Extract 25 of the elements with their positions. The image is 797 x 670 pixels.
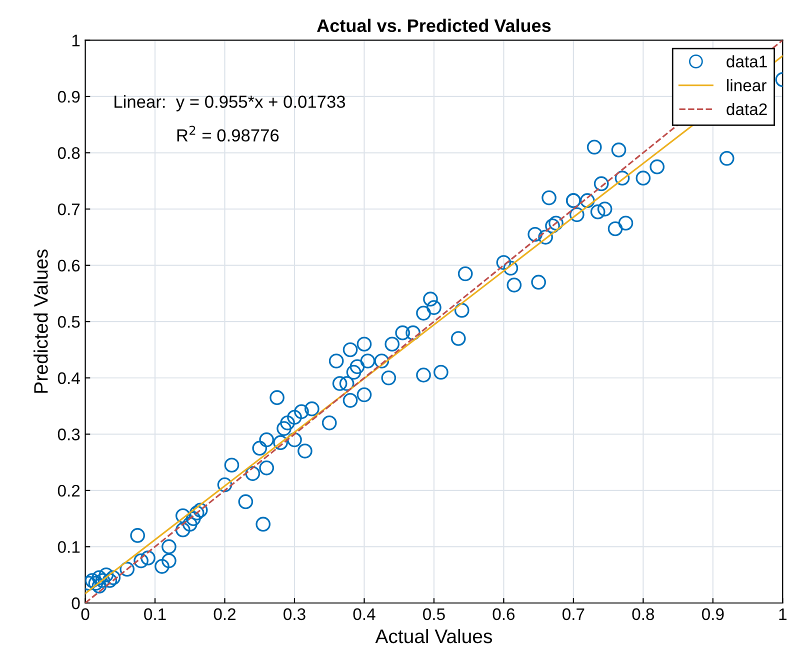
x-tick-label: 0.5 — [423, 608, 445, 620]
x-tick-label: 0 — [81, 608, 90, 620]
y-tick-label: 0.9 — [58, 90, 80, 103]
x-tick-label: 0.9 — [702, 608, 724, 620]
y-tick-label: 0.8 — [58, 147, 80, 159]
y-tick-label: 1 — [72, 34, 80, 46]
x-tick-label: 0.2 — [214, 608, 236, 620]
y-tick-label: 0.4 — [58, 372, 80, 384]
y-tick-label: 0.6 — [58, 260, 80, 272]
x-tick-label: 0.3 — [284, 608, 306, 620]
chart-title: Actual vs. Predicted Values — [317, 18, 551, 32]
x-tick-label: 0.8 — [632, 608, 654, 620]
x-tick-label: 1 — [779, 608, 786, 620]
x-axis-title: Actual Values — [375, 628, 492, 644]
y-tick-label: 0.3 — [58, 428, 80, 440]
x-tick-label: 0.4 — [353, 608, 376, 620]
y-tick-label: 0.2 — [58, 484, 80, 497]
y-tick-label: 0 — [72, 597, 80, 610]
x-tick-label: 0.1 — [144, 608, 166, 620]
y-tick-label: 0.5 — [58, 316, 80, 328]
x-tick-label: 0.7 — [562, 608, 584, 620]
y-tick-label: 0.7 — [58, 203, 80, 216]
y-axis-title: Predicted Values — [34, 250, 48, 393]
x-tick-label: 0.6 — [492, 608, 515, 620]
y-tick-label: 0.1 — [58, 541, 80, 553]
